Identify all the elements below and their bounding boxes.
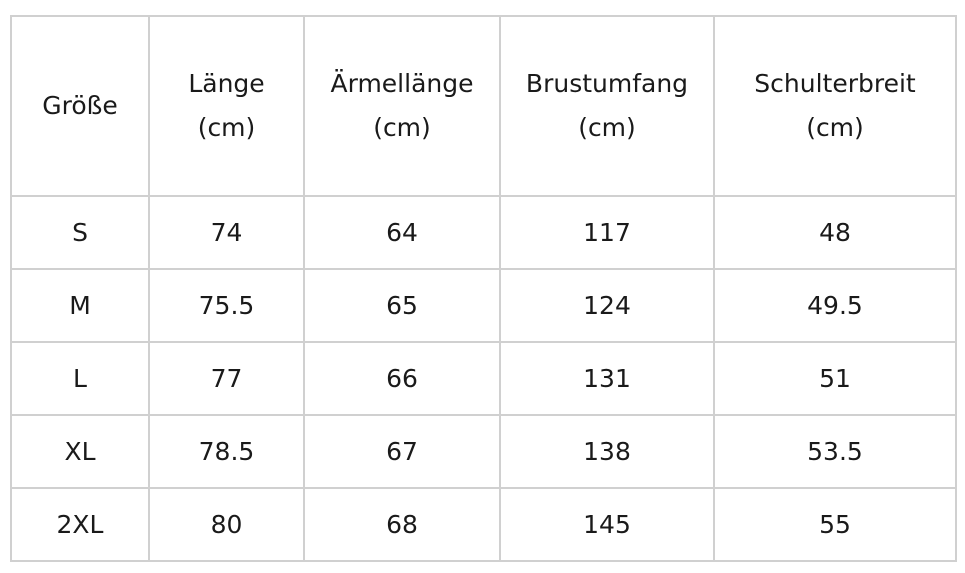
value-cell: 68 xyxy=(303,487,501,562)
size-cell: L xyxy=(10,341,150,416)
value-cell: 49.5 xyxy=(713,268,957,343)
value-cell: 74 xyxy=(148,195,305,270)
header-cell: Schulterbreit (cm) xyxy=(713,15,957,197)
value-cell: 65 xyxy=(303,268,501,343)
value-cell: 48 xyxy=(713,195,957,270)
size-cell: M xyxy=(10,268,150,343)
table-row: XL 78.5 67 138 53.5 xyxy=(10,414,957,489)
table-row: 2XL 80 68 145 55 xyxy=(10,487,957,562)
value-cell: 77 xyxy=(148,341,305,416)
value-cell: 64 xyxy=(303,195,501,270)
value-cell: 78.5 xyxy=(148,414,305,489)
value-cell: 66 xyxy=(303,341,501,416)
size-cell: S xyxy=(10,195,150,270)
header-text: (cm) xyxy=(578,113,636,142)
header-cell: Länge (cm) xyxy=(148,15,305,197)
value-cell: 67 xyxy=(303,414,501,489)
header-cell: Ärmellänge (cm) xyxy=(303,15,501,197)
header-text: Brustumfang xyxy=(525,69,689,98)
header-text: Länge xyxy=(188,69,265,98)
value-cell: 138 xyxy=(499,414,715,489)
table-body: S 74 64 117 48 M 75.5 65 124 49.5 L 77 66 131 51 XL 78.5… xyxy=(10,195,957,562)
header-text: Größe xyxy=(42,91,118,120)
header-row: Größe Länge (cm) Ärmellänge (cm) Brustumfang (… xyxy=(10,15,957,197)
value-cell: 80 xyxy=(148,487,305,562)
value-cell: 53.5 xyxy=(713,414,957,489)
size-table: Größe Länge (cm) Ärmellänge (cm) Brustumfang (… xyxy=(10,15,957,562)
size-cell: XL xyxy=(10,414,150,489)
table-row: M 75.5 65 124 49.5 xyxy=(10,268,957,343)
header-cell: Brustumfang (cm) xyxy=(499,15,715,197)
header-text: (cm) xyxy=(373,113,431,142)
value-cell: 51 xyxy=(713,341,957,416)
table-row: L 77 66 131 51 xyxy=(10,341,957,416)
header-text: (cm) xyxy=(806,113,864,142)
value-cell: 75.5 xyxy=(148,268,305,343)
size-cell: 2XL xyxy=(10,487,150,562)
value-cell: 145 xyxy=(499,487,715,562)
value-cell: 124 xyxy=(499,268,715,343)
header-cell: Größe xyxy=(10,15,150,197)
value-cell: 131 xyxy=(499,341,715,416)
header-text: Schulterbreit xyxy=(754,69,916,98)
value-cell: 117 xyxy=(499,195,715,270)
header-text: (cm) xyxy=(197,113,256,142)
table-row: S 74 64 117 48 xyxy=(10,195,957,270)
header-text: Ärmellänge xyxy=(330,69,474,98)
value-cell: 55 xyxy=(713,487,957,562)
